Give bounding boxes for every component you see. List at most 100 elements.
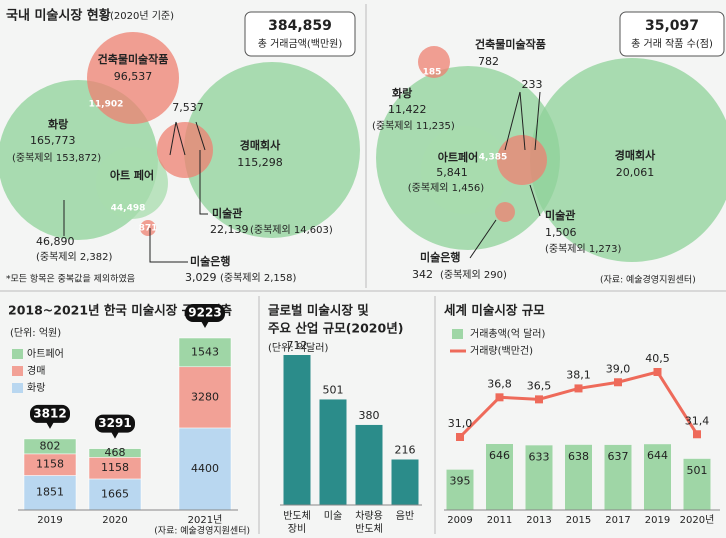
total-value: 384,859 <box>268 18 332 34</box>
bar <box>565 444 592 510</box>
total-box <box>244 11 356 57</box>
bubble <box>140 220 156 236</box>
value-label: 637 <box>608 450 629 463</box>
value-label: 638 <box>568 450 589 463</box>
footnote: *모든 항목은 중복값을 제외하였음 <box>6 273 135 285</box>
node-value: 342 <box>412 268 433 281</box>
value-label: 468 <box>105 446 126 459</box>
value-label: 39,0 <box>606 362 631 375</box>
bar <box>319 399 347 505</box>
node-label: 미술은행 <box>420 250 460 264</box>
legend-swatch <box>452 329 463 339</box>
node-value: 782 <box>478 55 499 68</box>
value-label: 38,1 <box>566 368 591 381</box>
node-value: 165,773 <box>30 134 76 147</box>
bubble <box>157 122 213 178</box>
point <box>653 368 662 376</box>
value-label: 40,5 <box>645 352 670 365</box>
value-label: 31,4 <box>685 414 710 427</box>
bubble <box>87 32 179 124</box>
node-label: 경매회사 <box>240 138 281 152</box>
node-value: 5,841 <box>436 166 468 179</box>
unit: (단위: 억원) <box>10 326 61 339</box>
total-label: 3291 <box>98 416 131 430</box>
bar-segment <box>178 337 232 368</box>
leader-line <box>529 184 541 217</box>
value-label: 4400 <box>191 462 219 475</box>
legend-label: 거래총액(억 달러) <box>470 328 545 340</box>
bubble <box>418 46 450 78</box>
value-label: 36,5 <box>527 379 552 392</box>
point <box>535 395 543 404</box>
legend-label: 화랑 <box>27 382 45 394</box>
node-value: 1,506 <box>545 226 577 239</box>
total-box <box>619 11 725 57</box>
value-label: 216 <box>395 443 416 456</box>
total-label: 9223 <box>188 306 221 320</box>
bar <box>525 445 553 510</box>
node-note: (중복제외 1,273) <box>545 243 622 255</box>
point <box>614 378 622 387</box>
point <box>693 430 701 439</box>
node-label: 화랑 <box>48 117 68 131</box>
x-tick-label: 2011 <box>487 515 512 526</box>
point <box>574 384 583 393</box>
value-label: 1851 <box>36 486 64 499</box>
bar-segment <box>178 427 232 511</box>
total-label: 총 거래 작품 수(점) <box>631 38 713 50</box>
bar <box>283 355 311 505</box>
legend-label: 경매 <box>27 364 45 377</box>
chart-subtitle: (2020년 기준) <box>110 10 174 22</box>
chart-title: 주요 산업 규모(2020년) <box>268 321 403 336</box>
bar-segment <box>88 478 142 511</box>
bar <box>355 424 383 505</box>
node-note: (중복제외 153,872) <box>12 152 101 164</box>
node-value: 46,890 <box>36 235 75 248</box>
x-tick-label: 2019 <box>645 515 670 526</box>
value-label: 802 <box>40 439 61 452</box>
value-label: 501 <box>323 383 344 396</box>
node-label: 아트페어 <box>438 150 478 164</box>
node-value: 11,422 <box>388 103 427 116</box>
bar-segment <box>23 438 77 455</box>
value-label: 3280 <box>191 390 219 403</box>
overlap-value: 11,902 <box>89 100 124 110</box>
node-label: 건축물미술작품 <box>475 37 546 51</box>
node-inner: 4,385 <box>479 153 507 163</box>
value-label: 633 <box>529 450 550 463</box>
bar <box>486 444 513 510</box>
node-note: (중복제외 2,158) <box>220 272 297 284</box>
node-value: 20,061 <box>616 166 655 179</box>
leader-line <box>534 91 541 151</box>
total-badge <box>95 414 135 433</box>
legend-label: 거래량(백만건) <box>470 345 533 357</box>
node-note: (중복제외 1,456) <box>408 182 485 194</box>
node-value: 22,139 <box>210 223 249 236</box>
chart-title: 국내 미술시장 현황 <box>6 8 111 24</box>
value-label: 380 <box>359 409 380 422</box>
unit: (단위: 억달러) <box>268 341 328 354</box>
leader-line <box>504 91 521 151</box>
x-tick-label: 장비 <box>288 523 306 535</box>
node-label: 미술관 <box>212 206 242 220</box>
node-value: 3,029 <box>185 271 217 284</box>
bar <box>604 444 632 510</box>
point <box>495 393 504 402</box>
leader-line <box>469 219 497 259</box>
source: (자료: 예술경영지원센터) <box>600 274 696 286</box>
value-label: 501 <box>687 464 708 477</box>
node-value: 96,537 <box>114 70 153 83</box>
legend-label: 아트페어 <box>27 348 64 360</box>
legend-swatch <box>12 383 23 393</box>
total-value: 35,097 <box>645 18 699 34</box>
value-label: 36,8 <box>487 377 512 390</box>
x-tick-label: 2021년 <box>188 514 223 526</box>
value-label: 646 <box>489 449 510 462</box>
chart-title: 2018~2021년 한국 미술시장 규모 예측 <box>8 303 232 318</box>
node-inner: 44,498 <box>111 204 146 214</box>
node-note: (중복제외 11,235) <box>372 120 455 132</box>
x-tick-label: 반도체 <box>283 510 311 522</box>
bar <box>446 469 474 510</box>
x-tick-label: 미술 <box>324 510 342 522</box>
